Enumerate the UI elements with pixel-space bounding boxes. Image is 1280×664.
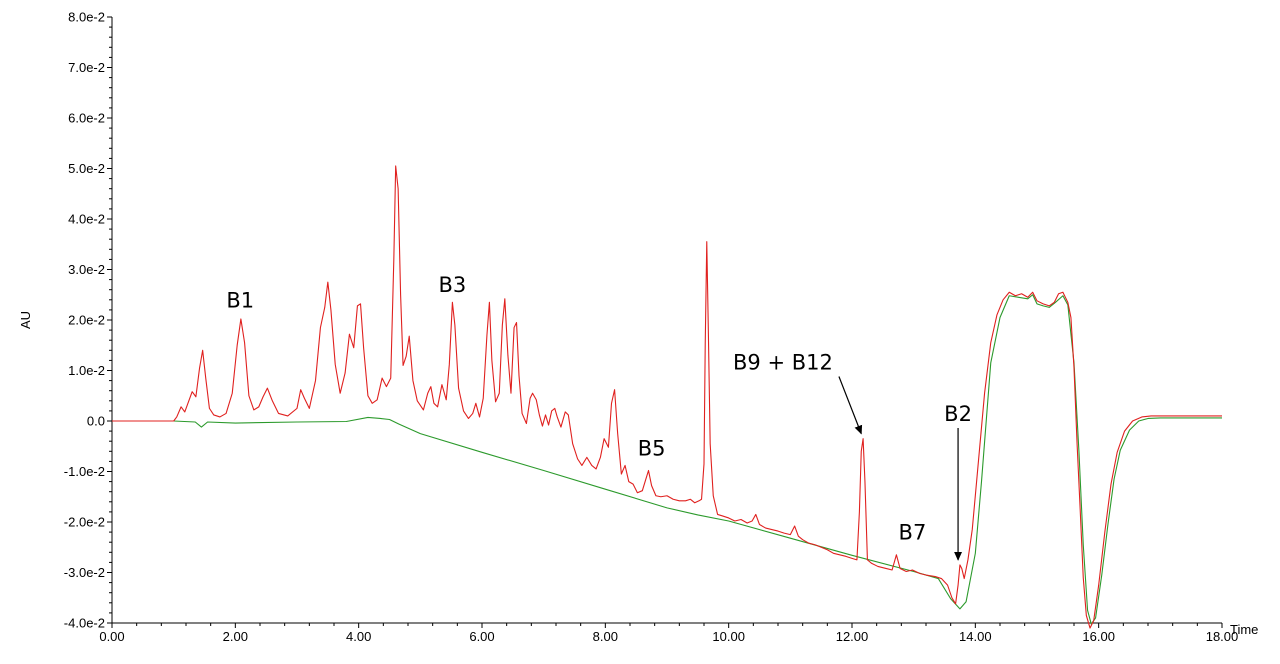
- x-tick-label: 10.00: [712, 629, 745, 644]
- series-line-0: [112, 165, 1222, 629]
- annotations-group: B1 B3 B5 B9 + B12 B7 B2: [226, 273, 972, 561]
- y-tick-label: 7.0e-2: [68, 60, 105, 75]
- x-tick-label: 16.00: [1082, 629, 1115, 644]
- x-tick-label: 4.00: [346, 629, 371, 644]
- annotation-arrow: [838, 376, 863, 435]
- y-tick-label: 5.0e-2: [68, 161, 105, 176]
- y-tick-label: 6.0e-2: [68, 111, 105, 126]
- peak-label: B5: [638, 436, 666, 460]
- y-tick-label: -3.0e-2: [64, 565, 105, 580]
- series-group: [112, 165, 1222, 629]
- y-tick-label: 8.0e-2: [68, 10, 105, 25]
- series-line-1: [112, 294, 1222, 625]
- x-tick-label: 18.00: [1206, 629, 1239, 644]
- y-axis-title: AU: [18, 311, 33, 329]
- y-tick-label: 1.0e-2: [68, 363, 105, 378]
- y-tick-label: -2.0e-2: [64, 515, 105, 530]
- axes: -4.0e-2 -3.0e-2 -2.0e-2 -1.0e-2 0.0 1.0e-2 2.0…: [18, 10, 1258, 645]
- y-tick-label: 2.0e-2: [68, 313, 105, 328]
- x-axis-title: Time: [1230, 622, 1258, 637]
- x-tick-label: 0.00: [99, 629, 124, 644]
- y-tick-label: -4.0e-2: [64, 616, 105, 631]
- y-tick-label: 3.0e-2: [68, 262, 105, 277]
- x-tick-label: 12.00: [836, 629, 869, 644]
- peak-label: B2: [944, 402, 972, 426]
- x-tick-label: 14.00: [959, 629, 992, 644]
- x-tick-label: 6.00: [469, 629, 494, 644]
- y-tick-label: -1.0e-2: [64, 464, 105, 479]
- y-tick-label: 0.0: [87, 414, 105, 429]
- y-tick-label: 4.0e-2: [68, 212, 105, 227]
- peak-label: B9 + B12: [733, 350, 833, 374]
- peak-label: B3: [439, 273, 467, 297]
- peak-label: B7: [899, 521, 927, 545]
- x-tick-label: 8.00: [593, 629, 618, 644]
- x-tick-label: 2.00: [223, 629, 248, 644]
- peak-label: B1: [226, 288, 254, 312]
